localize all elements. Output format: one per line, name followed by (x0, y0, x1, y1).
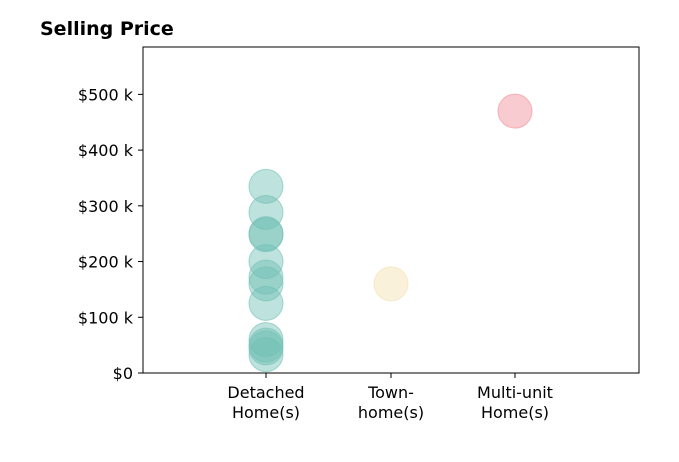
x-tick-label: Detached (227, 383, 304, 402)
y-axis: $0 $100 k $200 k $300 k $400 k $500 k (78, 85, 143, 383)
data-point (373, 266, 409, 302)
data-point (248, 285, 284, 321)
data-point (248, 217, 284, 253)
y-tick-label: $0 (113, 364, 133, 383)
y-tick-label: $400 k (78, 141, 134, 160)
y-tick-label: $100 k (78, 308, 134, 327)
data-point (497, 93, 533, 129)
y-tick-label: $200 k (78, 253, 134, 272)
data-point (248, 168, 284, 204)
y-tick-label: $300 k (78, 197, 134, 216)
data-point (248, 195, 284, 231)
data-point (248, 244, 284, 280)
x-tick-label: Home(s) (232, 403, 300, 422)
x-tick-label: Multi-unit (477, 383, 553, 402)
x-tick-label: Home(s) (481, 403, 549, 422)
y-tick-label: $500 k (78, 85, 134, 104)
x-tick-label: Town- (367, 383, 414, 402)
chart-title: Selling Price (40, 18, 174, 40)
x-axis: DetachedHome(s)Town-home(s)Multi-unitHom… (227, 373, 553, 422)
plot-area (142, 46, 640, 374)
data-point (248, 266, 284, 302)
data-points (248, 93, 533, 373)
x-tick-label: home(s) (358, 403, 424, 422)
data-point (248, 322, 284, 358)
data-point (248, 337, 284, 373)
